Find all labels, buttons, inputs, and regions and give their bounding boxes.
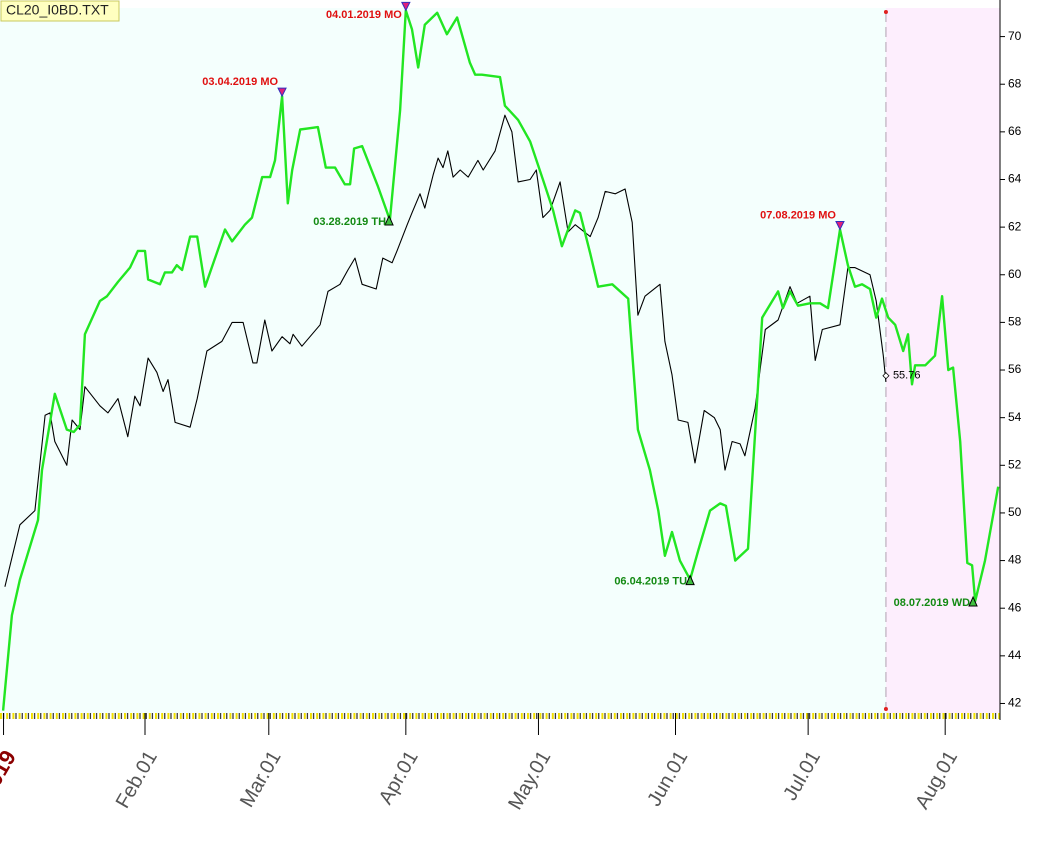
x-tick-label: May.01: [504, 747, 555, 814]
y-tick-label: 68: [1008, 76, 1022, 90]
minor-tick-strip: [0, 713, 1000, 720]
y-tick-label: 56: [1008, 362, 1022, 376]
background-layer: [883, 8, 1000, 713]
signal-marker: [384, 214, 394, 226]
x-tick-label: Mar.01: [236, 747, 286, 811]
y-tick-label: 66: [1008, 124, 1022, 138]
series-line: [4, 114, 887, 587]
last-value-marker: [882, 372, 890, 380]
signal-label: 07.08.2019 MO: [760, 209, 836, 221]
y-tick-label: 58: [1008, 315, 1022, 329]
highlight-region: [885, 8, 1000, 713]
x-tick-label: Aug.01: [911, 747, 962, 813]
y-tick-label: 54: [1008, 410, 1022, 424]
title-box: [0, 0, 120, 22]
signal-label: 04.01.2019 MO: [326, 9, 402, 21]
signal-label: 06.04.2019 TU: [614, 576, 687, 588]
y-tick-label: 48: [1008, 553, 1022, 567]
plot-background: [0, 8, 1000, 713]
y-tick-label: 52: [1008, 457, 1022, 471]
chart-title: CL20_I0BD.TXT: [6, 2, 109, 18]
y-tick-label: 50: [1008, 505, 1022, 519]
signal-marker: [685, 574, 695, 586]
last-value-label: 55.76: [893, 370, 921, 382]
x-tick-label: Apr.01: [375, 747, 423, 808]
signal-marker: [968, 595, 978, 607]
signal-marker: [401, 1, 411, 12]
cursor-dot: [883, 707, 888, 711]
y-tick-label: 70: [1008, 29, 1022, 43]
y-tick-label: 62: [1008, 219, 1022, 233]
y-tick-label: 60: [1008, 267, 1022, 281]
signal-marker: [277, 87, 287, 98]
series-line: [1, 9, 1000, 711]
signal-label: 08.07.2019 WD: [894, 597, 970, 609]
x-tick-label: 019: [0, 746, 21, 790]
x-tick-label: Jul.01: [779, 747, 825, 804]
y-tick-label: 42: [1008, 696, 1022, 710]
y-tick-label: 44: [1008, 648, 1022, 662]
y-tick-label: 46: [1008, 600, 1022, 614]
y-tick-label: 64: [1008, 172, 1022, 186]
signal-label: 03.28.2019 TH: [313, 216, 386, 228]
cursor-dot: [883, 10, 888, 14]
signal-label: 03.04.2019 MO: [202, 76, 278, 88]
x-tick-label: Jun.01: [643, 747, 692, 810]
signal-marker: [835, 221, 845, 231]
x-tick-label: Feb.01: [112, 747, 162, 812]
